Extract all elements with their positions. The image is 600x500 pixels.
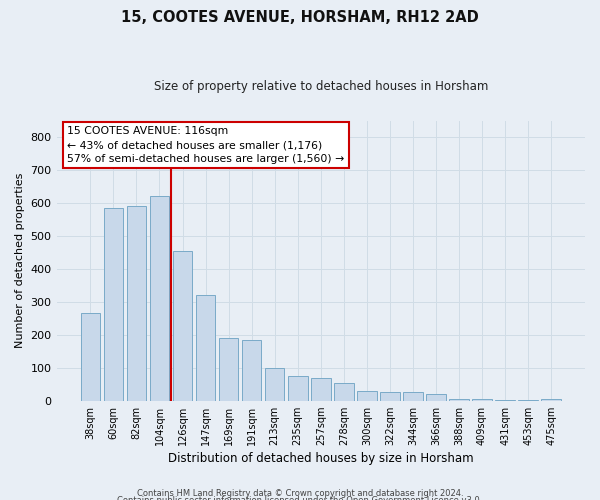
Bar [127, 206, 146, 400]
Text: Contains HM Land Registry data © Crown copyright and database right 2024.: Contains HM Land Registry data © Crown c… [137, 488, 463, 498]
Bar [380, 392, 400, 400]
Bar [104, 208, 123, 400]
Bar [426, 394, 446, 400]
Bar [196, 295, 215, 401]
Bar [80, 314, 100, 400]
Bar [288, 376, 308, 400]
Bar [541, 399, 561, 400]
Bar [149, 196, 169, 400]
Bar [403, 392, 423, 400]
Bar [265, 368, 284, 400]
Title: Size of property relative to detached houses in Horsham: Size of property relative to detached ho… [154, 80, 488, 93]
Text: 15 COOTES AVENUE: 116sqm
← 43% of detached houses are smaller (1,176)
57% of sem: 15 COOTES AVENUE: 116sqm ← 43% of detach… [67, 126, 344, 164]
Bar [472, 399, 492, 400]
Bar [334, 382, 353, 400]
Bar [311, 378, 331, 400]
Bar [173, 250, 193, 400]
Y-axis label: Number of detached properties: Number of detached properties [15, 173, 25, 348]
Text: Contains public sector information licensed under the Open Government Licence v3: Contains public sector information licen… [118, 496, 482, 500]
Bar [449, 399, 469, 400]
X-axis label: Distribution of detached houses by size in Horsham: Distribution of detached houses by size … [168, 452, 473, 465]
Bar [242, 340, 262, 400]
Bar [219, 338, 238, 400]
Bar [357, 391, 377, 400]
Text: 15, COOTES AVENUE, HORSHAM, RH12 2AD: 15, COOTES AVENUE, HORSHAM, RH12 2AD [121, 10, 479, 25]
